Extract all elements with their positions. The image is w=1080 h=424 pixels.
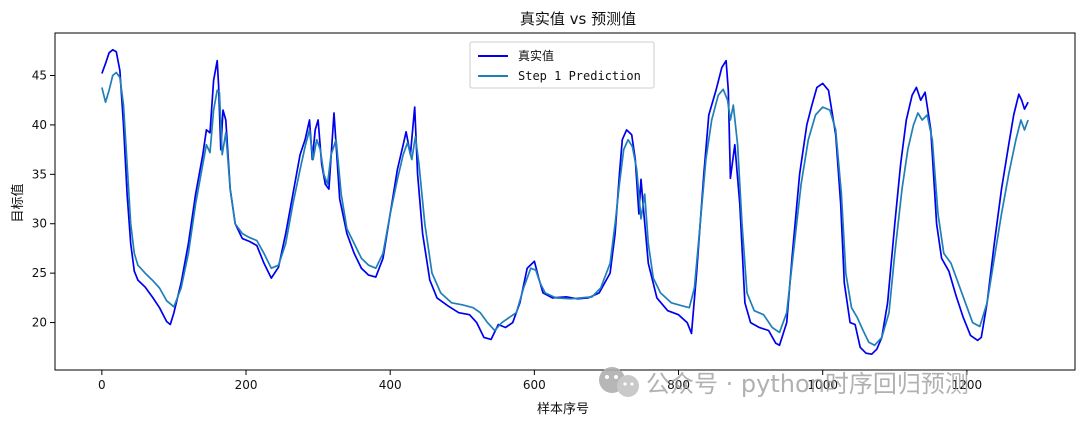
y-tick-label: 40 <box>32 118 47 132</box>
plot-frame <box>54 32 1076 371</box>
legend-box <box>469 41 655 89</box>
watermark: 公众号 · python时序回归预测 <box>599 367 969 398</box>
series-line-prediction <box>101 71 1029 347</box>
y-tick-label: 45 <box>32 68 47 82</box>
x-tick-label: 800 <box>667 378 690 392</box>
x-tick-label: 1000 <box>807 378 838 392</box>
legend-label-pred: Step 1 Prediction <box>518 69 641 83</box>
y-tick-label: 35 <box>32 167 47 181</box>
watermark-text: 公众号 · python时序回归预测 <box>646 370 969 398</box>
x-tick-label: 400 <box>379 378 402 392</box>
y-axis: 20 25 30 35 40 45 <box>32 68 55 330</box>
x-tick-label: 600 <box>523 378 546 392</box>
y-tick-label: 20 <box>32 316 47 330</box>
x-tick-label: 200 <box>235 378 258 392</box>
x-axis: 0 200 400 600 800 1000 1200 <box>98 370 982 392</box>
legend-label-true: 真实值 <box>518 48 554 63</box>
y-axis-label: 目标值 <box>10 183 26 222</box>
y-tick-label: 25 <box>32 266 47 280</box>
x-tick-label: 1200 <box>952 378 983 392</box>
x-tick-label: 0 <box>98 378 106 392</box>
wechat-icon <box>599 367 639 397</box>
y-tick-label: 30 <box>32 217 47 231</box>
series-line-true <box>101 48 1029 356</box>
legend: 真实值 Step 1 Prediction <box>469 41 655 89</box>
x-axis-label: 样本序号 <box>537 402 589 417</box>
chart-title: 真实值 vs 预测值 <box>520 10 636 28</box>
